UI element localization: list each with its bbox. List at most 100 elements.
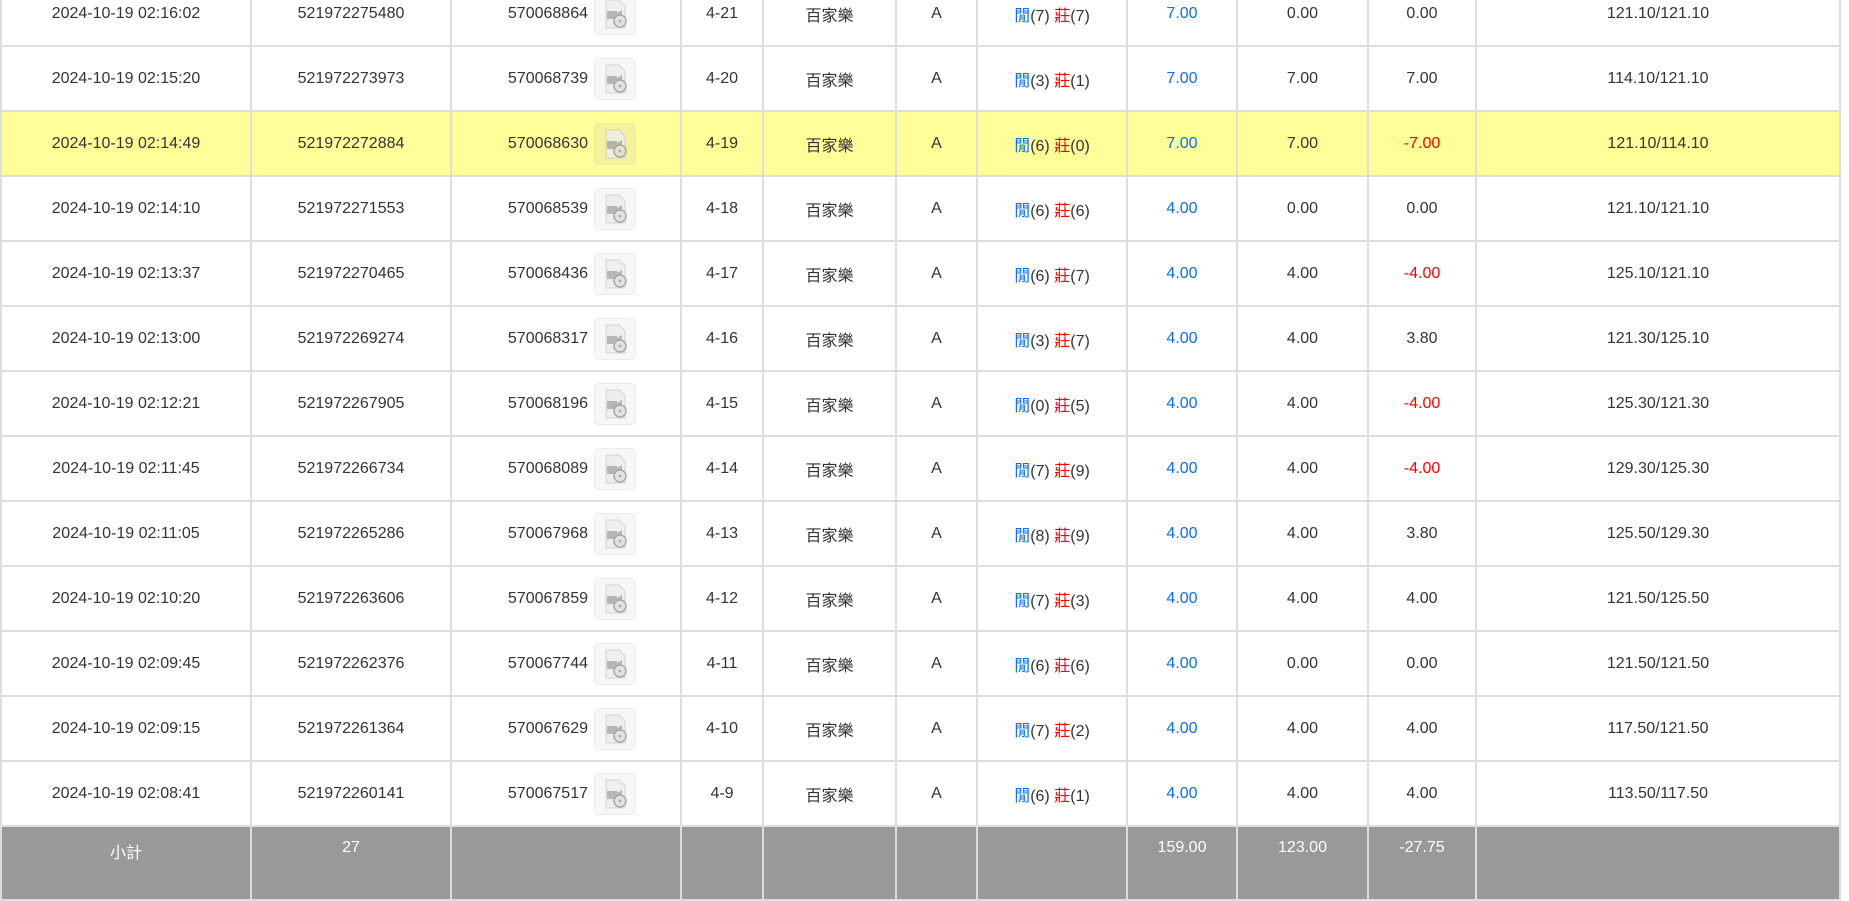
player-points: (6) bbox=[1030, 267, 1050, 285]
game-id-cell: 570068739 bbox=[450, 45, 682, 112]
empty-cell bbox=[762, 825, 897, 901]
video-replay-icon[interactable] bbox=[594, 252, 636, 295]
video-replay-icon[interactable] bbox=[594, 122, 636, 165]
bet-time: 2024-10-19 02:14:49 bbox=[0, 110, 252, 177]
balance: 121.50/125.50 bbox=[1475, 565, 1841, 632]
subtotal-valid-bet: 123.00 bbox=[1236, 825, 1369, 901]
empty-cell bbox=[1475, 825, 1841, 901]
player-points: (6) bbox=[1030, 137, 1050, 155]
game-id: 570067517 bbox=[507, 784, 588, 802]
video-replay-icon[interactable] bbox=[594, 187, 636, 230]
player-label: 閒 bbox=[1014, 462, 1031, 480]
video-replay-icon[interactable] bbox=[594, 382, 636, 425]
game-type: 百家樂 bbox=[762, 565, 897, 632]
game-id: 570068864 bbox=[507, 4, 588, 22]
video-replay-icon[interactable] bbox=[594, 57, 636, 100]
bet-amount: 7.00 bbox=[1126, 45, 1238, 112]
round: 4-18 bbox=[680, 175, 764, 242]
game-id-cell: 570067859 bbox=[450, 565, 682, 632]
player-label: 閒 bbox=[1014, 137, 1031, 155]
game-type: 百家樂 bbox=[762, 45, 897, 112]
video-replay-icon[interactable] bbox=[594, 0, 636, 35]
table-row: 2024-10-19 02:11:05 521972265286 570067968… bbox=[0, 500, 1841, 567]
table-name: A bbox=[895, 760, 978, 827]
round: 4-21 bbox=[680, 0, 764, 47]
banker-label: 莊 bbox=[1054, 267, 1071, 285]
video-replay-icon[interactable] bbox=[594, 642, 636, 685]
player-label: 閒 bbox=[1014, 332, 1031, 350]
valid-bet: 0.00 bbox=[1236, 175, 1369, 242]
balance: 117.50/121.50 bbox=[1475, 695, 1841, 762]
video-replay-icon[interactable] bbox=[594, 317, 636, 360]
win-loss: -4.00 bbox=[1367, 370, 1477, 437]
bet-amount: 7.00 bbox=[1126, 0, 1238, 47]
banker-label: 莊 bbox=[1054, 137, 1071, 155]
banker-points: (3) bbox=[1070, 592, 1090, 610]
bet-id: 521972271553 bbox=[250, 175, 452, 242]
table-name: A bbox=[895, 110, 978, 177]
bet-amount: 7.00 bbox=[1126, 110, 1238, 177]
round: 4-9 bbox=[680, 760, 764, 827]
table-row: 2024-10-19 02:15:20 521972273973 570068739… bbox=[0, 45, 1841, 112]
banker-points: (6) bbox=[1070, 657, 1090, 675]
result: 閒(3) 莊(1) bbox=[976, 45, 1128, 112]
player-label: 閒 bbox=[1014, 722, 1031, 740]
table-body: 2024-10-19 02:16:02 521972275480 570068864… bbox=[0, 0, 1841, 827]
player-points: (7) bbox=[1030, 7, 1050, 25]
banker-label: 莊 bbox=[1054, 527, 1071, 545]
win-loss: -4.00 bbox=[1367, 435, 1477, 502]
player-label: 閒 bbox=[1014, 202, 1031, 220]
valid-bet: 4.00 bbox=[1236, 695, 1369, 762]
video-replay-icon[interactable] bbox=[594, 512, 636, 555]
banker-points: (7) bbox=[1070, 7, 1090, 25]
valid-bet: 7.00 bbox=[1236, 45, 1369, 112]
game-id-cell: 570068317 bbox=[450, 305, 682, 372]
valid-bet: 4.00 bbox=[1236, 240, 1369, 307]
balance: 114.10/121.10 bbox=[1475, 45, 1841, 112]
banker-label: 莊 bbox=[1054, 332, 1071, 350]
video-replay-icon[interactable] bbox=[594, 707, 636, 750]
banker-label: 莊 bbox=[1054, 592, 1071, 610]
video-replay-icon[interactable] bbox=[594, 577, 636, 620]
game-id: 570068317 bbox=[507, 329, 588, 347]
round: 4-14 bbox=[680, 435, 764, 502]
video-replay-icon[interactable] bbox=[594, 772, 636, 815]
game-id-cell: 570068539 bbox=[450, 175, 682, 242]
balance: 125.50/129.30 bbox=[1475, 500, 1841, 567]
video-replay-icon[interactable] bbox=[594, 447, 636, 490]
round: 4-13 bbox=[680, 500, 764, 567]
bet-id: 521972266734 bbox=[250, 435, 452, 502]
bet-amount: 4.00 bbox=[1126, 435, 1238, 502]
game-id: 570068436 bbox=[507, 264, 588, 282]
balance: 125.30/121.30 bbox=[1475, 370, 1841, 437]
player-points: (7) bbox=[1030, 722, 1050, 740]
game-id-cell: 570068436 bbox=[450, 240, 682, 307]
result: 閒(7) 莊(2) bbox=[976, 695, 1128, 762]
player-label: 閒 bbox=[1014, 657, 1031, 675]
game-id-cell: 570068864 bbox=[450, 0, 682, 47]
valid-bet: 4.00 bbox=[1236, 370, 1369, 437]
bet-time: 2024-10-19 02:08:41 bbox=[0, 760, 252, 827]
bet-time: 2024-10-19 02:09:15 bbox=[0, 695, 252, 762]
bet-id: 521972272884 bbox=[250, 110, 452, 177]
table-name: A bbox=[895, 630, 978, 697]
banker-points: (0) bbox=[1070, 137, 1090, 155]
game-id: 570068539 bbox=[507, 199, 588, 217]
table-row: 2024-10-19 02:13:37 521972270465 570068436… bbox=[0, 240, 1841, 307]
subtotal-winloss: -27.75 bbox=[1367, 825, 1477, 901]
table-name: A bbox=[895, 695, 978, 762]
bet-time: 2024-10-19 02:16:02 bbox=[0, 0, 252, 47]
table-row: 2024-10-19 02:13:00 521972269274 570068317… bbox=[0, 305, 1841, 372]
bet-amount: 4.00 bbox=[1126, 630, 1238, 697]
bet-id: 521972260141 bbox=[250, 760, 452, 827]
game-id-cell: 570068630 bbox=[450, 110, 682, 177]
table-name: A bbox=[895, 500, 978, 567]
player-points: (6) bbox=[1030, 657, 1050, 675]
result: 閒(6) 莊(7) bbox=[976, 240, 1128, 307]
win-loss: -7.00 bbox=[1367, 110, 1477, 177]
table-name: A bbox=[895, 175, 978, 242]
game-id: 570067744 bbox=[507, 654, 588, 672]
bet-id: 521972269274 bbox=[250, 305, 452, 372]
result: 閒(0) 莊(5) bbox=[976, 370, 1128, 437]
table-name: A bbox=[895, 565, 978, 632]
